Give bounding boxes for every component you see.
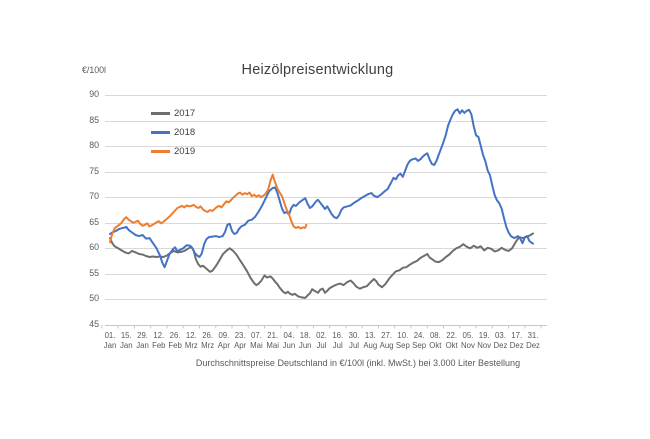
x-tick-label: 03. Dez: [493, 331, 508, 350]
series-line-2018: [109, 108, 534, 269]
legend-item-2017: 2017: [151, 104, 195, 123]
series-line-2017: [109, 232, 534, 299]
y-tick-label: 45: [89, 319, 99, 329]
y-tick-label: 60: [89, 242, 99, 253]
chart-title: Heizölpreisentwicklung: [241, 62, 394, 78]
x-tick-label: 07. Mai: [250, 331, 263, 350]
x-tick-label: 26. Mrz: [201, 331, 215, 350]
x-tick-label: 19. Nov: [477, 331, 492, 350]
y-tick-label: 80: [89, 140, 99, 151]
x-tick-label: 17. Dez: [509, 331, 524, 350]
chart-legend: 2017 2018 2019: [151, 104, 195, 161]
x-tick-label: 18. Jun: [298, 331, 312, 350]
x-tick-label: 09. Apr: [217, 331, 230, 350]
x-tick-label: 01. Jan: [103, 331, 117, 350]
legend-line-swatch-2018: [151, 131, 170, 134]
x-tick-label: 29. Jan: [136, 331, 149, 350]
x-tick-label: 08. Okt: [429, 331, 442, 350]
x-tick-label: 22. Okt: [445, 331, 458, 350]
chart-subtitle: Durchschnittspreise Deutschland in €/100…: [195, 358, 521, 368]
x-tick-label: 15. Jan: [119, 331, 133, 350]
x-tick-label: 12. Mrz: [184, 331, 198, 350]
x-tick-label: 26. Feb: [168, 331, 182, 350]
x-tick-label: 31. Dez: [526, 331, 540, 350]
x-tick-label: 10. Sep: [395, 331, 410, 350]
legend-label-2018: 2018: [174, 127, 196, 138]
y-tick-label: 70: [89, 191, 99, 202]
y-tick-label: 75: [89, 165, 99, 176]
x-tick-label: 12. Feb: [152, 331, 166, 350]
y-tick-label: 85: [89, 114, 99, 125]
x-tick-label: 27. Aug: [379, 331, 394, 350]
y-axis-unit-label: €/100l: [82, 65, 106, 75]
y-tick-label: 65: [89, 216, 99, 227]
legend-line-swatch-2017: [151, 112, 170, 115]
y-tick-label: 50: [89, 293, 99, 304]
x-tick-label: 13. Aug: [363, 331, 378, 350]
x-tick-label: 04. Jun: [282, 331, 296, 350]
x-tick-label: 02. Jul: [316, 331, 327, 350]
legend-item-2018: 2018: [151, 123, 195, 142]
x-tick-label: 05. Nov: [460, 331, 475, 350]
x-tick-label: 24. Sep: [412, 331, 427, 350]
legend-line-swatch-2019: [151, 150, 170, 153]
x-tick-label: 23. Apr: [234, 331, 247, 350]
legend-label-2017: 2017: [174, 108, 196, 119]
x-tick-label: 30. Jul: [348, 331, 360, 350]
series-line-2019: [109, 173, 308, 244]
y-tick-label: 55: [89, 267, 99, 278]
legend-label-2019: 2019: [174, 146, 196, 157]
legend-item-2019: 2019: [151, 142, 195, 161]
x-tick-label: 16. Jul: [332, 331, 344, 350]
x-tick-label: 21. Mai: [266, 331, 279, 350]
y-tick-label: 90: [89, 89, 99, 99]
